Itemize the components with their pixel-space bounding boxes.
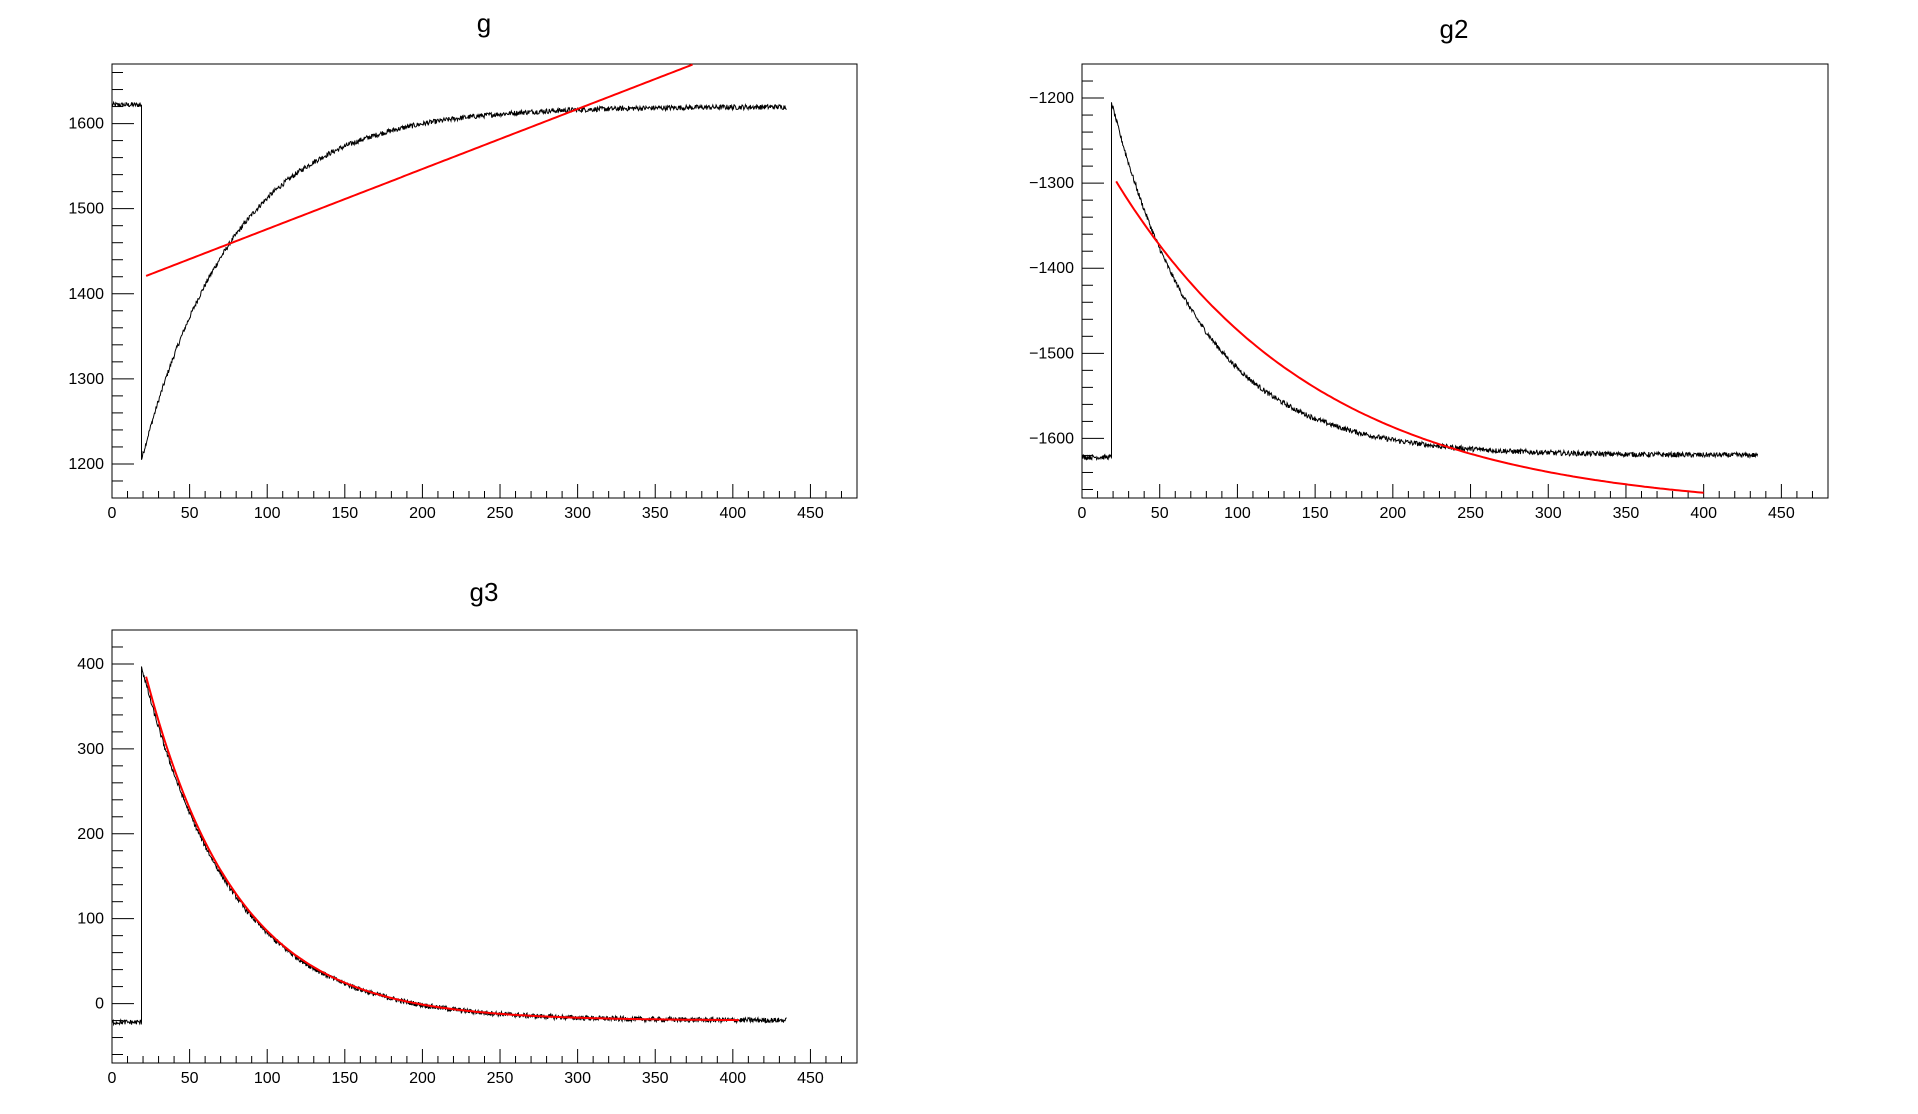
x-tick-label: 250 bbox=[487, 505, 514, 522]
y-tick-label: 1400 bbox=[68, 286, 104, 303]
x-tick-label: 450 bbox=[797, 505, 824, 522]
x-tick-label: 50 bbox=[181, 1070, 199, 1087]
y-tick-label: 1300 bbox=[68, 371, 104, 388]
x-tick-label: 0 bbox=[108, 505, 117, 522]
x-tick-label: 200 bbox=[409, 1070, 436, 1087]
x-tick-label: 450 bbox=[1768, 505, 1795, 522]
x-tick-label: 200 bbox=[1379, 505, 1406, 522]
x-tick-label: 100 bbox=[254, 505, 281, 522]
x-tick-label: 0 bbox=[1078, 505, 1087, 522]
chart-panel-g: g 0 50 100 150 200 250 300 350 400 450 1200 1300 1400… bbox=[68, 8, 858, 522]
chart-panel-g2: g20 50 100 150 200 250 300 350 400 450−1200−1300−… bbox=[1029, 14, 1829, 522]
chart-title: g bbox=[477, 8, 491, 38]
x-axis: 0 50 100 150 200 250 300 350 400 450 bbox=[1078, 484, 1829, 522]
data-series-line bbox=[111, 666, 787, 1027]
x-tick-label: 150 bbox=[1302, 505, 1329, 522]
y-tick-label: 1200 bbox=[68, 456, 104, 473]
fit-series-line bbox=[145, 676, 739, 1022]
x-tick-label: 300 bbox=[564, 505, 591, 522]
x-tick-label: 300 bbox=[1535, 505, 1562, 522]
y-tick-label: −1500 bbox=[1029, 345, 1074, 362]
x-tick-label: 350 bbox=[1613, 505, 1640, 522]
y-tick-label: 0 bbox=[95, 996, 104, 1013]
x-axis: 0 50 100 150 200 250 300 350 400 450 bbox=[108, 484, 858, 522]
y-axis: 1200 1300 1400 1500 1600 bbox=[68, 72, 134, 499]
x-tick-label: 300 bbox=[564, 1070, 591, 1087]
y-tick-label: 400 bbox=[77, 656, 104, 673]
chart-title: g2 bbox=[1440, 14, 1469, 44]
y-tick-label: −1600 bbox=[1029, 430, 1074, 447]
y-tick-label: −1200 bbox=[1029, 90, 1074, 107]
x-tick-label: 400 bbox=[1690, 505, 1717, 522]
x-tick-label: 50 bbox=[181, 505, 199, 522]
x-tick-label: 350 bbox=[642, 1070, 669, 1087]
y-tick-label: −1300 bbox=[1029, 175, 1074, 192]
x-tick-label: 350 bbox=[642, 505, 669, 522]
x-tick-label: 100 bbox=[1224, 505, 1251, 522]
y-axis: −1200 −1300 −1400 −1500 −1600 bbox=[1029, 63, 1104, 490]
data-series-line bbox=[111, 100, 787, 460]
x-tick-label: 200 bbox=[409, 505, 436, 522]
y-tick-label: 200 bbox=[77, 826, 104, 843]
chart-panels: g 0 50 100 150 200 250 300 350 400 450 1200 1300 1400… bbox=[68, 8, 1829, 1087]
x-tick-label: 400 bbox=[719, 1070, 746, 1087]
chart-panel-g3: g3 0 50 100 150 200 250 300 350 400 450 0 100 200 300 4… bbox=[77, 577, 858, 1087]
data-series-line bbox=[1081, 102, 1759, 461]
y-tick-label: 1600 bbox=[68, 116, 104, 133]
x-tick-label: 400 bbox=[719, 505, 746, 522]
x-tick-label: 150 bbox=[331, 505, 358, 522]
x-tick-label: 450 bbox=[797, 1070, 824, 1087]
chart-title: g3 bbox=[470, 577, 499, 607]
y-tick-label: 1500 bbox=[68, 201, 104, 218]
fit-series-line bbox=[145, 63, 693, 277]
y-tick-label: −1400 bbox=[1029, 260, 1074, 277]
x-tick-label: 250 bbox=[487, 1070, 514, 1087]
y-tick-label: 100 bbox=[77, 911, 104, 928]
x-axis: 0 50 100 150 200 250 300 350 400 450 bbox=[108, 1049, 858, 1087]
fit-series-line bbox=[1115, 180, 1704, 494]
x-tick-label: 0 bbox=[108, 1070, 117, 1087]
x-tick-label: 50 bbox=[1151, 505, 1169, 522]
y-axis: 0 100 200 300 400 bbox=[77, 629, 134, 1056]
x-tick-label: 100 bbox=[254, 1070, 281, 1087]
y-tick-label: 300 bbox=[77, 741, 104, 758]
x-tick-label: 250 bbox=[1457, 505, 1484, 522]
x-tick-label: 150 bbox=[331, 1070, 358, 1087]
